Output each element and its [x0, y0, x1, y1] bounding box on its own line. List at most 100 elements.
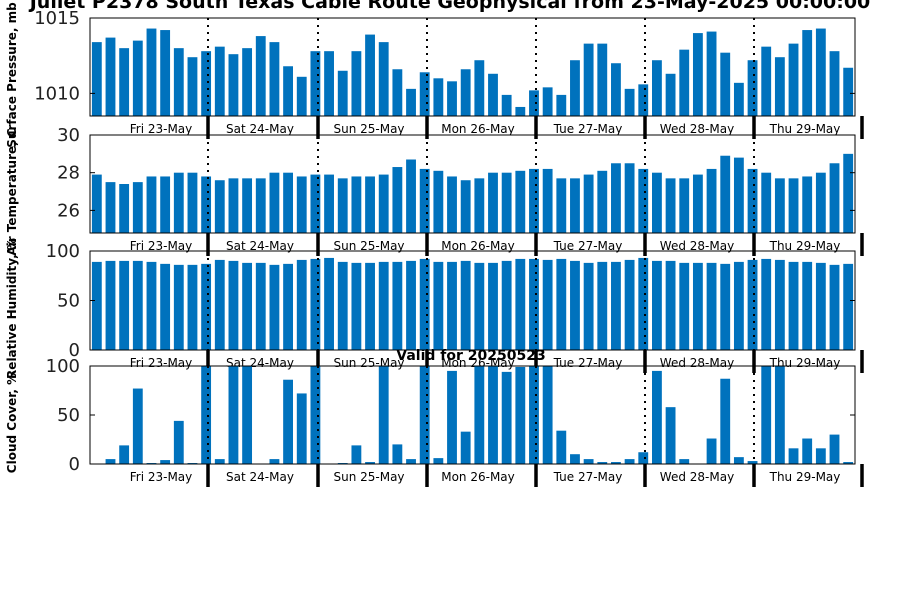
bar: [515, 106, 526, 116]
bar: [638, 84, 649, 116]
bar: [433, 78, 444, 116]
day-label: Tue 27-May: [553, 122, 623, 136]
bar: [570, 60, 580, 116]
bar: [761, 172, 772, 233]
bar: [105, 37, 116, 116]
bar: [406, 260, 416, 350]
bar: [255, 262, 266, 350]
bar: [365, 262, 375, 350]
bar: [802, 30, 813, 117]
bar: [460, 260, 471, 350]
bar: [460, 180, 471, 233]
day-label: Thu 29-May: [769, 122, 841, 136]
bar: [624, 88, 635, 116]
bar: [474, 178, 485, 233]
y-tick-label: 0: [69, 454, 80, 475]
y-axis-label: Surface Pressure, mb: [5, 2, 19, 148]
bar: [583, 459, 594, 464]
bar: [160, 30, 171, 117]
bar: [529, 366, 539, 464]
bar: [119, 184, 130, 233]
bar: [529, 168, 539, 233]
y-tick-label: 28: [57, 163, 80, 184]
bar: [242, 366, 253, 464]
panel-2: 26 28 30 Air Temperature, C Fri 23-May Sat 24…: [5, 125, 864, 256]
bar: [488, 366, 498, 464]
bar: [447, 370, 457, 464]
bar: [488, 172, 498, 233]
bar: [679, 49, 690, 116]
bar: [365, 34, 375, 116]
bar: [692, 174, 703, 233]
bar: [310, 51, 321, 116]
bar: [132, 388, 143, 464]
bar: [815, 172, 826, 233]
bar: [788, 43, 799, 116]
bar: [105, 459, 116, 464]
bar: [611, 63, 621, 116]
bar: [542, 259, 553, 350]
bar: [747, 60, 758, 116]
bar: [474, 60, 485, 116]
figure-title: Juliet P2378 South Texas Cable Route Geo…: [28, 0, 871, 13]
day-label: Fri 23-May: [130, 470, 193, 484]
bar: [501, 371, 512, 464]
bar: [679, 459, 690, 464]
bar: [774, 366, 785, 464]
bar: [733, 82, 744, 116]
bar: [419, 258, 430, 350]
y-tick-label: 26: [57, 200, 80, 221]
bar: [843, 153, 854, 233]
bar: [843, 67, 854, 116]
bar: [447, 176, 457, 233]
bar: [692, 262, 703, 350]
bar: [392, 261, 403, 350]
bar: [597, 462, 608, 464]
bar: [652, 370, 662, 464]
bar: [351, 176, 362, 233]
day-label: Sun 25-May: [333, 470, 404, 484]
bar: [761, 46, 772, 116]
bar: [679, 178, 690, 233]
bar: [242, 262, 253, 350]
y-tick-label: 100: [46, 241, 80, 262]
bar: [460, 431, 471, 464]
bar: [392, 167, 403, 233]
bar: [665, 407, 676, 464]
day-label: Tue 27-May: [553, 470, 623, 484]
bar: [255, 178, 266, 233]
bar: [583, 43, 594, 116]
bar: [652, 172, 662, 233]
bar: [597, 43, 608, 116]
day-label: Sun 25-May: [333, 122, 404, 136]
bar: [720, 52, 731, 116]
axes-frame: [89, 17, 856, 117]
bar: [679, 262, 690, 350]
bar: [324, 257, 334, 350]
bar: [542, 168, 553, 233]
panel-4: 0 50 100 Cloud Cover, % Fri 23-May Sat 24-May…: [5, 356, 864, 487]
bar: [296, 259, 307, 350]
y-axis-label: Air Temperature, C: [5, 128, 19, 256]
panel-4-title: Valid for 20250523: [396, 348, 545, 364]
bar: [556, 430, 567, 464]
bar: [542, 87, 553, 116]
day-label: Sat 24-May: [226, 239, 294, 253]
bar: [419, 72, 430, 116]
day-label: Wed 28-May: [660, 122, 734, 136]
day-label: Mon 26-May: [441, 239, 515, 253]
bar: [228, 366, 239, 464]
bar: [542, 366, 553, 464]
bar: [802, 261, 813, 350]
bar: [706, 262, 717, 350]
bar: [597, 261, 608, 350]
bar: [501, 260, 512, 350]
bar: [433, 261, 444, 350]
bar: [269, 172, 280, 233]
bar: [774, 259, 785, 350]
bar: [447, 261, 457, 350]
bar: [201, 176, 212, 233]
bar: [447, 81, 457, 116]
bar: [146, 176, 157, 233]
bar: [105, 182, 116, 233]
